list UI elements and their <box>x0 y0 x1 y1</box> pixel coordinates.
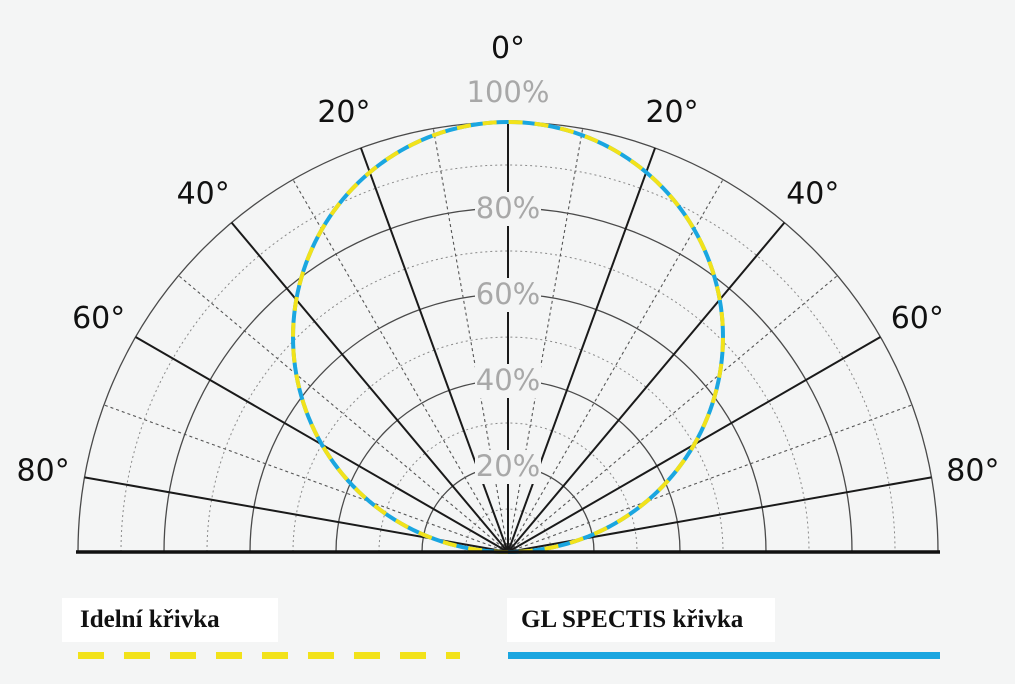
radial-label-bg <box>475 364 541 398</box>
legend-ideal-swatch <box>78 652 460 659</box>
major-spoke <box>230 221 509 553</box>
radial-label: 20% <box>476 449 540 483</box>
legend-ideal-label: Idelní křivka <box>62 598 278 642</box>
radial-label-bg <box>475 192 541 226</box>
grid-arc <box>120 164 896 553</box>
radial-label: 100% <box>467 75 550 109</box>
angle-label-right: 60° <box>891 301 944 336</box>
angle-labels: 0° 20° 20° 40° 40° 60° 60° 80° 80° <box>17 31 1000 489</box>
radial-label: 60% <box>476 277 540 311</box>
curves <box>290 119 726 554</box>
major-spoke <box>359 147 509 553</box>
series-ideal-curve <box>290 119 726 554</box>
grid-arc <box>378 422 638 553</box>
legend-gl-label: GL SPECTIS křivka <box>507 598 775 642</box>
angle-label-left: 20° <box>317 95 370 130</box>
angle-label-top: 0° <box>491 31 525 66</box>
radial-labels: 20% 40% 60% 80% 100% <box>467 75 550 484</box>
major-spoke <box>507 147 657 553</box>
grid-arc <box>292 336 724 553</box>
angle-label-left: 40° <box>177 176 230 211</box>
angle-label-right: 40° <box>786 176 839 211</box>
legend-gl-text: GL SPECTIS křivka <box>521 606 744 633</box>
major-spoke <box>507 221 786 553</box>
radial-label-bg <box>475 450 541 484</box>
grid-arc <box>464 508 552 553</box>
radial-label: 40% <box>476 363 540 397</box>
radial-label-bg <box>475 278 541 312</box>
radial-label: 80% <box>476 191 540 225</box>
legend-gl-swatch <box>508 652 940 659</box>
angle-label-right: 80° <box>946 454 999 489</box>
angle-label-right: 20° <box>645 95 698 130</box>
angle-label-left: 80° <box>17 454 70 489</box>
angle-label-left: 60° <box>72 301 125 336</box>
legend-ideal-text: Idelní křivka <box>80 606 220 633</box>
